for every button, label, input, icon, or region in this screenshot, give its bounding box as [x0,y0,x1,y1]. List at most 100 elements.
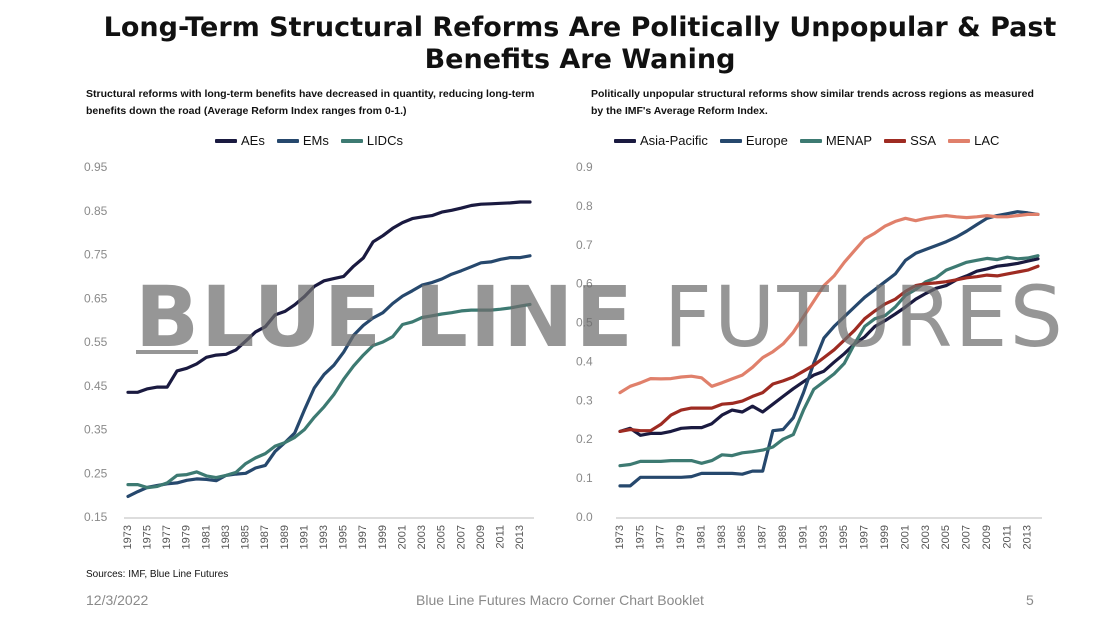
left-x-tick-label: 1995 [338,525,350,549]
right-x-tick-label: 1997 [859,525,871,549]
right-x-tick-label: 2005 [940,525,952,549]
legend-swatch [884,138,907,143]
left-chart: 0.95 0.85 0.75 0.65 0.55 0.45 0.35 0.25 0.15 1973… [84,160,534,549]
right-x-tick-label: 1999 [879,525,891,549]
right-x-tick-label: 2003 [920,525,932,549]
left-x-tick-label: 1989 [279,525,291,549]
right-x-tick-label: 1995 [838,525,850,549]
legend-label: AEs [241,133,265,148]
legend-item-aes: AEs [215,133,265,148]
left-x-tick-label: 1975 [142,525,154,549]
right-x-tick-label: 2009 [981,525,993,549]
left-y-tick-label: 0.65 [84,291,108,305]
left-y-tick-label: 0.85 [84,204,108,218]
right-y-tick-label: 0.4 [576,354,593,368]
left-x-tick-label: 1993 [318,525,330,549]
footer-title: Blue Line Futures Macro Corner Chart Boo… [416,592,704,608]
legend-item-ssa: SSA [884,133,936,148]
left-chart-legend: AEs EMs LIDCs [215,133,403,148]
right-x-tick-label: 2013 [1022,525,1034,549]
legend-swatch [614,138,636,143]
right-x-tick-label: 1977 [655,525,667,549]
left-x-tick-label: 2005 [436,525,448,549]
left-chart-subtitle: Structural reforms with long-term benefi… [86,88,535,117]
right-chart: 0.9 0.8 0.7 0.6 0.5 0.4 0.3 0.2 0.1 0.0 1973 1975 19… [576,160,1042,549]
right-chart-subtitle: Politically unpopular structural reforms… [591,88,1034,117]
legend-label: SSA [910,133,937,148]
right-y-tick-label: 0.0 [576,510,593,524]
right-y-tick-label: 0.1 [576,471,593,485]
right-x-tick-label: 1987 [757,525,769,549]
right-x-tick-label: 1993 [818,525,830,549]
left-x-tick-label: 2007 [455,525,467,549]
left-x-tick-label: 1979 [181,525,193,549]
series-line-ems [126,254,532,498]
legend-swatch [276,138,299,143]
left-x-tick-label: 1983 [220,525,232,549]
left-x-tick-label: 1981 [200,525,212,549]
right-y-tick-label: 0.6 [576,277,593,291]
left-y-tick-label: 0.45 [84,379,108,393]
right-y-tick-label: 0.5 [576,316,593,330]
watermark-underline [136,350,198,354]
left-y-tick-label: 0.75 [84,248,108,262]
legend-label: LIDCs [366,133,403,148]
left-x-tick-label: 2009 [475,525,487,549]
legend-item-lidcs: LIDCs [340,133,403,148]
right-y-tick-label: 0.9 [576,160,593,174]
series-line-aes [126,200,532,394]
series-line-europe [618,210,1040,488]
right-x-tick-label: 1973 [614,525,626,549]
source-note: Sources: IMF, Blue Line Futures [86,569,229,580]
right-y-tick-label: 0.8 [576,199,593,213]
legend-label: LAC [974,133,1000,148]
left-x-tick-label: 1991 [298,525,310,549]
left-x-tick-label: 2001 [396,525,408,549]
legend-swatch [799,138,822,143]
right-x-tick-label: 2011 [1001,525,1013,549]
legend-label: Asia-Pacific [640,133,708,148]
legend-item-europe: Europe [719,133,788,148]
left-y-tick-label: 0.55 [84,335,108,349]
footer-page-number: 5 [1026,592,1034,608]
legend-item-asia-pacific: Asia-Pacific [614,133,708,148]
legend-swatch [340,138,363,143]
right-x-tick-label: 1989 [777,525,789,549]
series-line-lidcs [126,302,532,490]
right-y-tick-label: 0.3 [576,393,593,407]
left-x-tick-label: 2003 [416,525,428,549]
series-line-ssa [618,264,1040,433]
right-chart-legend: Asia-Pacific Europe MENAP SSA LAC [614,133,999,148]
left-y-tick-label: 0.95 [84,160,108,174]
left-x-tick-label: 2011 [494,525,506,549]
footer-date: 12/3/2022 [86,592,149,608]
legend-item-ems: EMs [276,133,329,148]
left-y-tick-label: 0.25 [84,466,108,480]
left-x-tick-label: 1997 [357,525,369,549]
series-line-menap [618,254,1040,468]
legend-swatch [719,138,742,143]
legend-label: Europe [745,133,788,148]
left-y-tick-label: 0.35 [84,423,108,437]
watermark: BLUE LINE FUTURES [135,268,1065,366]
page-title: Long-Term Structural Reforms Are Politic… [103,12,1057,75]
right-x-tick-label: 2001 [899,525,911,549]
legend-label: EMs [302,133,329,148]
left-x-tick-label: 1999 [377,525,389,549]
series-line-asia-pacific [618,257,1040,437]
legend-swatch [948,138,971,143]
right-x-tick-label: 1975 [634,525,646,549]
legend-swatch [215,138,237,143]
watermark-light: FUTURES [663,268,1065,366]
right-x-tick-label: 1979 [675,525,687,549]
left-x-tick-label: 1985 [240,525,252,549]
left-y-tick-label: 0.15 [84,510,108,524]
series-line-lac [618,212,1040,395]
watermark-bold: BLUE LINE [135,268,635,366]
legend-label: MENAP [825,133,873,148]
right-x-tick-label: 1985 [736,525,748,549]
right-x-tick-label: 1991 [797,525,809,549]
right-x-tick-label: 1981 [695,525,707,549]
left-x-tick-label: 1987 [259,525,271,549]
left-x-tick-label: 2013 [514,525,526,549]
